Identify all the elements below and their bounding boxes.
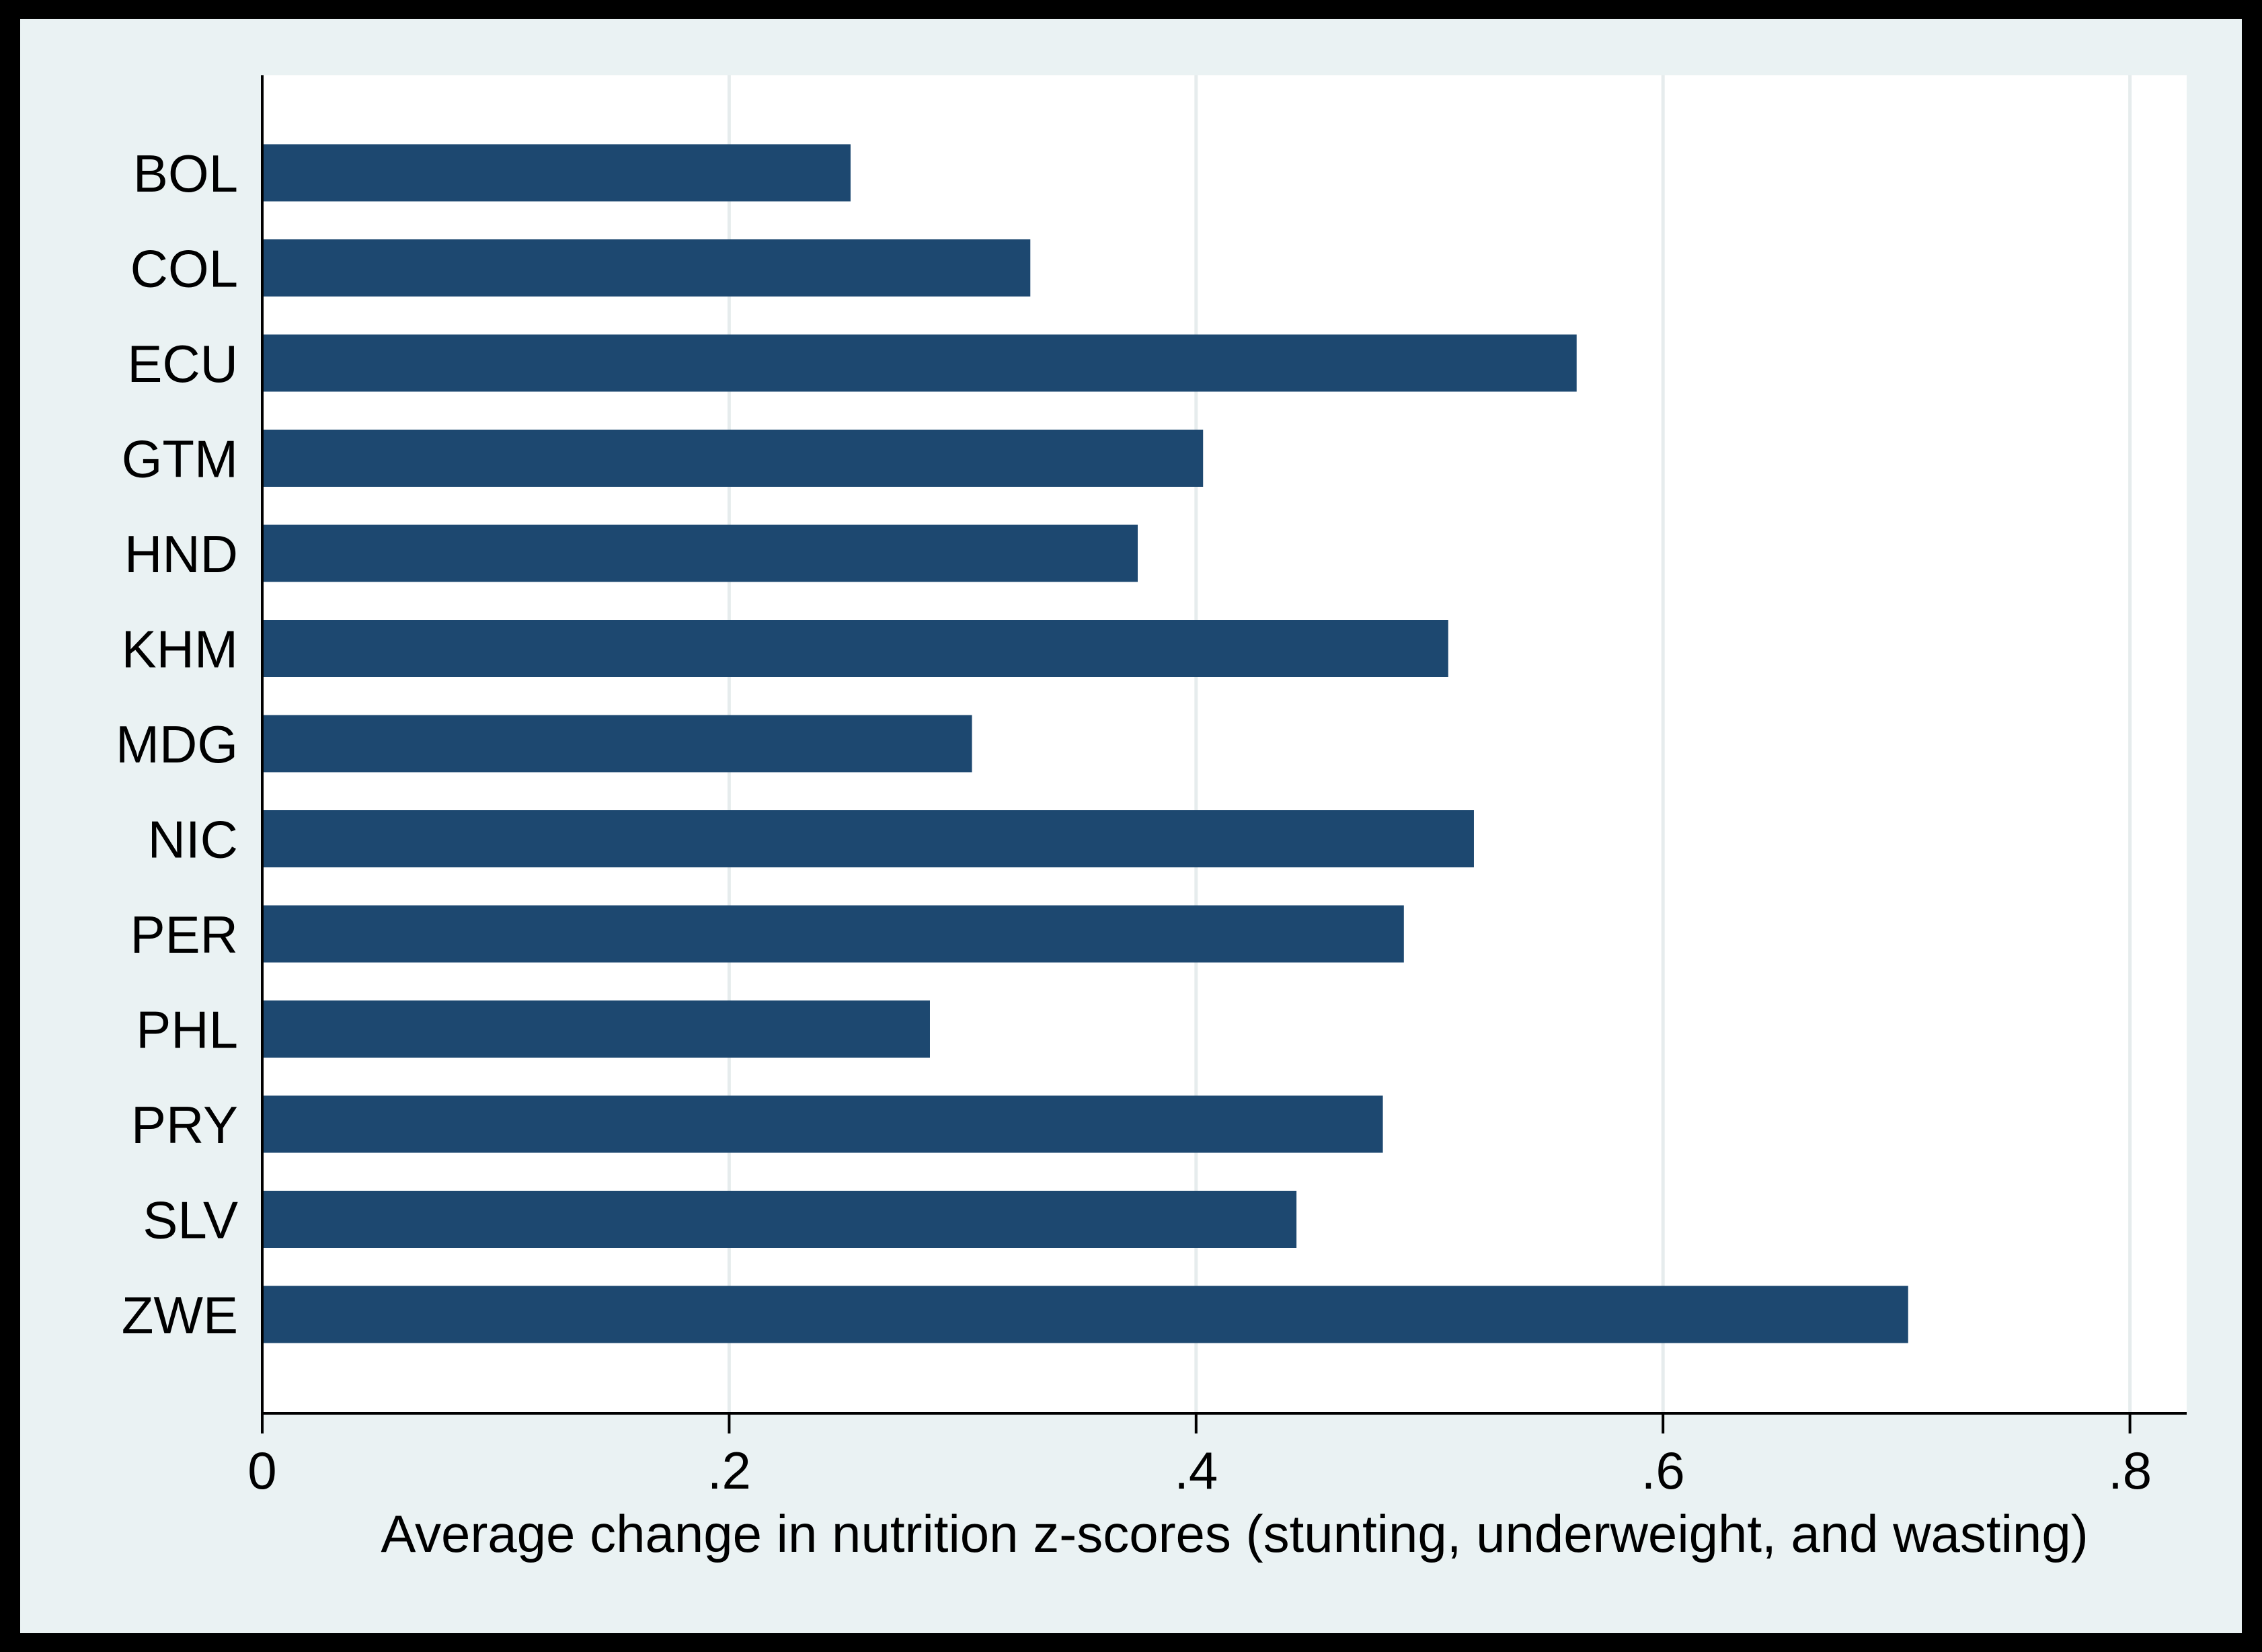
x-tick-labels: 0 .2 .4 .6 .8 [247,1441,2152,1500]
category-label-gtm: GTM [122,430,238,489]
x-tick-label-2: .4 [1174,1441,1218,1500]
x-tick-label-1: .2 [707,1441,751,1500]
category-label-bol: BOL [133,144,238,203]
x-tick-label-3: .6 [1641,1441,1685,1500]
bar-col [262,239,1031,297]
bar-per [262,905,1404,963]
category-labels: BOL COL ECU GTM HND KHM MDG NIC PER PHL PRY SLV ZWE [116,144,238,1345]
category-label-mdg: MDG [116,715,238,774]
x-tick-label-0: 0 [247,1441,276,1500]
bar-zwe [262,1286,1908,1343]
category-label-ecu: ECU [127,334,238,393]
bar-mdg [262,715,972,773]
x-axis-title: Average change in nutrition z-scores (st… [381,1504,2088,1563]
bar-phl [262,1000,930,1058]
bar-ecu [262,334,1577,392]
axes [261,75,2187,1433]
bar-gtm [262,430,1204,487]
bar-pry [262,1095,1383,1153]
category-label-col: COL [130,239,238,299]
category-label-slv: SLV [143,1191,238,1250]
bar-khm [262,620,1448,677]
bar-bol [262,144,851,202]
bar-hnd [262,524,1138,582]
bar-nic [262,810,1474,867]
bars [262,144,1908,1343]
category-label-pry: PRY [131,1095,238,1154]
x-tick-label-4: .8 [2108,1441,2152,1500]
category-label-nic: NIC [148,810,238,869]
category-label-phl: PHL [136,1000,238,1060]
category-label-zwe: ZWE [122,1286,238,1345]
category-label-khm: KHM [122,620,238,679]
bar-slv [262,1191,1297,1248]
category-label-hnd: HND [124,524,238,584]
category-label-per: PER [130,905,238,964]
